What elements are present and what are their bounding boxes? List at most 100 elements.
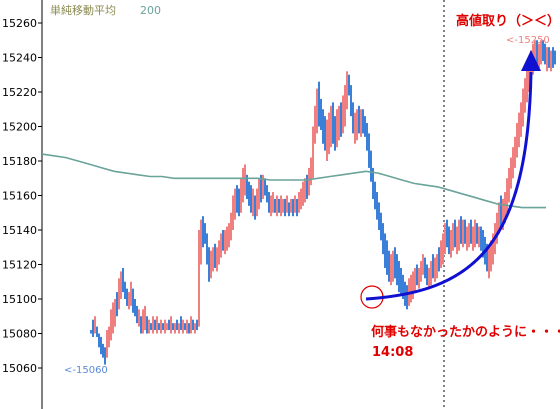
price-bar xyxy=(462,219,464,248)
price-bar xyxy=(154,319,156,331)
price-bar xyxy=(252,188,254,217)
price-bar xyxy=(256,188,258,217)
price-bar xyxy=(384,233,386,268)
price-bar xyxy=(284,198,286,217)
price-bar xyxy=(518,112,520,148)
price-bar xyxy=(304,178,306,203)
price-bar xyxy=(396,254,398,286)
price-bar xyxy=(410,274,412,303)
price-bar xyxy=(228,223,230,248)
price-bar xyxy=(164,319,166,334)
price-bar xyxy=(440,240,442,268)
price-bar xyxy=(102,343,104,358)
price-bar xyxy=(106,330,108,358)
price-bar xyxy=(156,316,158,334)
price-bar xyxy=(544,43,546,65)
y-axis-ticks: 15260 15240 15220 15200 15180 15160 15140 15120… xyxy=(2,17,42,375)
price-bar xyxy=(132,288,134,313)
price-bar xyxy=(128,292,130,310)
price-bar xyxy=(382,223,384,255)
price-bar xyxy=(472,226,474,251)
price-bar xyxy=(294,195,296,213)
price-bar xyxy=(168,319,170,331)
y-tick-label: 15140 xyxy=(2,224,37,237)
price-bar xyxy=(470,219,472,244)
price-bar xyxy=(142,309,144,334)
price-bar xyxy=(394,247,396,279)
price-bar xyxy=(482,230,484,258)
price-bar xyxy=(272,192,274,213)
annotation-top: 高値取り（＞＜） xyxy=(456,13,560,29)
y-tick-label: 15100 xyxy=(2,293,37,306)
price-bar xyxy=(426,264,428,286)
price-bar xyxy=(366,123,368,151)
price-bar xyxy=(338,105,340,141)
indicator-period: 200 xyxy=(140,4,161,17)
price-bar xyxy=(416,264,418,286)
price-bar xyxy=(390,254,392,286)
price-bar xyxy=(314,105,316,144)
price-bar xyxy=(262,174,264,199)
price-bar xyxy=(166,323,168,331)
price-bar xyxy=(174,323,176,334)
high-marker: <-15250 xyxy=(506,35,550,46)
price-bar xyxy=(148,319,150,334)
price-bar xyxy=(150,323,152,331)
price-bar xyxy=(330,105,332,148)
price-bar xyxy=(324,116,326,151)
price-bar xyxy=(94,316,96,334)
rise-arrow xyxy=(365,71,533,301)
moving-average-line xyxy=(41,153,546,209)
price-bar xyxy=(92,319,94,337)
price-bar xyxy=(488,247,490,279)
y-tick-label: 15220 xyxy=(2,86,37,99)
price-bar xyxy=(180,316,182,331)
price-bar xyxy=(218,240,220,265)
price-bar xyxy=(370,150,372,182)
price-bar xyxy=(212,247,214,272)
price-bar xyxy=(224,230,226,255)
price-bar xyxy=(336,109,338,148)
price-bar xyxy=(210,250,212,279)
price-bar xyxy=(260,174,262,203)
price-bar xyxy=(104,347,106,365)
price-bar xyxy=(550,50,552,72)
y-tick-label: 15200 xyxy=(2,121,37,134)
price-bar xyxy=(464,219,466,244)
price-bar xyxy=(504,192,506,224)
price-bar xyxy=(492,233,494,265)
price-bar xyxy=(350,85,352,117)
price-bar xyxy=(474,219,476,248)
indicator-name: 単純移動平均 xyxy=(50,3,116,17)
price-bar xyxy=(288,202,290,217)
price-bar xyxy=(434,257,436,282)
price-bar xyxy=(528,57,530,92)
price-bar xyxy=(520,102,522,137)
price-bar xyxy=(246,174,248,199)
price-bar xyxy=(108,326,110,348)
price-bar xyxy=(214,243,216,268)
price-bar xyxy=(162,323,164,331)
y-tick-label: 15060 xyxy=(2,362,37,375)
price-bar xyxy=(290,198,292,213)
price-bar xyxy=(378,202,380,230)
price-bar xyxy=(340,102,342,137)
price-bar xyxy=(486,243,488,272)
price-bar xyxy=(412,271,414,299)
price-bar xyxy=(360,109,362,137)
price-bar xyxy=(100,336,102,355)
price-bar xyxy=(144,305,146,331)
price-bar xyxy=(308,167,310,196)
price-bar xyxy=(188,323,190,334)
price-bar xyxy=(258,178,260,210)
price-bar xyxy=(298,192,300,213)
price-bar xyxy=(296,198,298,217)
y-tick-label: 15120 xyxy=(2,259,37,272)
price-bar xyxy=(220,233,222,258)
price-bar xyxy=(498,202,500,234)
price-bars xyxy=(90,40,556,365)
price-bar xyxy=(186,319,188,334)
price-bar xyxy=(510,157,512,189)
price-bar xyxy=(500,195,502,227)
